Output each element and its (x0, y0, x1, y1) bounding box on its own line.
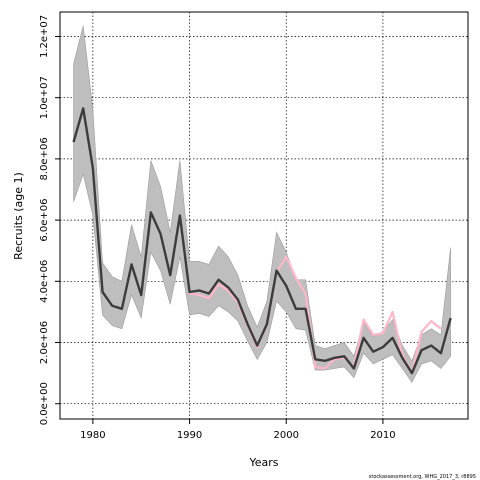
y-tick-label-6: 1.2e+07 (39, 15, 50, 58)
x-tick-label-0: 1980 (80, 430, 105, 441)
credit-note: stockassessment.org, WHG_2017_3, r8895 (369, 474, 476, 480)
y-axis-title: Recruits (age 1) (12, 172, 25, 260)
y-tick-label-4: 8.0e+06 (39, 137, 50, 180)
y-tick-label-2: 4.0e+06 (39, 260, 50, 303)
plot-frame (59, 11, 469, 420)
y-tick-label-1: 2.0e+06 (39, 321, 50, 364)
series-lines (72, 107, 452, 375)
y-tick-label-5: 1.0e+07 (39, 76, 50, 119)
x-tick-label-3: 2010 (370, 430, 395, 441)
y-axis: 0.0e+00 2.0e+06 4.0e+06 6.0e+06 8.0e+06 1.0e+… (39, 15, 60, 425)
retrospective-line (189, 255, 442, 375)
y-tick-label-3: 6.0e+06 (39, 199, 50, 242)
x-tick-label-1: 1990 (177, 430, 202, 441)
confidence-band-area (73, 25, 451, 383)
confidence-band (73, 25, 451, 383)
x-axis-title: Years (248, 456, 278, 469)
y-tick-label-0: 0.0e+00 (39, 382, 50, 425)
x-axis: 1980 1990 2000 2010 (80, 419, 396, 441)
x-tick-label-2: 2000 (274, 430, 299, 441)
estimate-line (72, 107, 452, 375)
